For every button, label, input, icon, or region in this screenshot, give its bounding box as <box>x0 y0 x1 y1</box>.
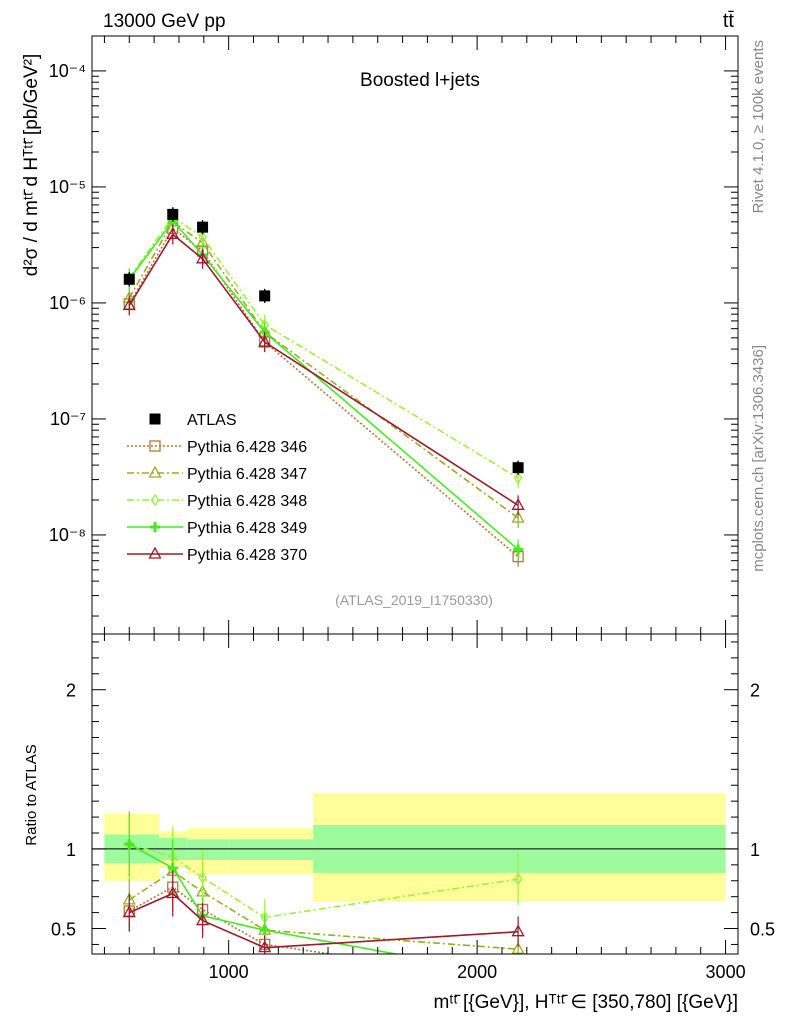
ratio-point <box>198 871 207 884</box>
ratio-panel: 1000 2000 3000 0.5 0.5 1 1 2 2 Ratio to ATLAS mᵗ… <box>23 633 775 1013</box>
ratio-line <box>128 870 519 951</box>
y-tick-label: 10⁻⁸ <box>49 525 86 545</box>
ratio-point <box>513 976 523 986</box>
ratio-y-tick-label: 2 <box>66 681 76 701</box>
y-tick-label: 10⁻⁴ <box>49 61 86 81</box>
legend-label: ATLAS <box>187 412 237 429</box>
x-tick-label: 1000 <box>209 962 249 982</box>
mcplots-label: mcplots.cern.ch [arXiv:1306.3436] <box>750 345 767 572</box>
ratio-y-tick-label: 1 <box>66 840 76 860</box>
ratio-y-tick-label: 1 <box>750 840 760 860</box>
legend-entry: Pythia 6.428 346 <box>127 439 307 456</box>
ratio-y-tick-label: 2 <box>750 681 760 701</box>
legend-marker <box>149 440 161 452</box>
y-tick-label: 10⁻⁶ <box>49 293 86 313</box>
ratio-y-tick-label: 0.5 <box>51 920 76 940</box>
ratio-plot-frame <box>91 633 739 955</box>
legend-label: Pythia 6.428 346 <box>187 439 307 456</box>
y-tick-label: 10⁻⁷ <box>50 409 86 429</box>
data-point <box>197 221 209 233</box>
main-series <box>122 207 525 567</box>
ratio-point <box>166 886 180 899</box>
x-axis-label: mᵗᵗ̄ [{GeV}], Hᵀᵗᵗ̄ ∈ [350,780] [{GeV}] <box>434 992 738 1013</box>
main-y-ticks: 10⁻⁸ 10⁻⁷ 10⁻⁶ 10⁻⁵ 10⁻⁴ <box>49 35 738 617</box>
series-point <box>511 497 525 510</box>
series-point <box>166 227 180 240</box>
collision-energy-label: 13000 GeV pp <box>103 11 226 32</box>
legend-label: Pythia 6.428 349 <box>187 520 307 537</box>
legend-marker <box>148 546 162 559</box>
stat-uncertainty-band <box>228 839 314 861</box>
y-axis-label: d²σ / d mᵗᵗ̄ d Hᵀᵗᵗ̄ [pb/GeV²] <box>21 54 42 277</box>
data-point <box>512 462 524 474</box>
x-tick-label: 3000 <box>706 962 746 982</box>
analysis-watermark: (ATLAS_2019_I1750330) <box>335 592 493 608</box>
legend-label: Pythia 6.428 370 <box>187 547 307 564</box>
legend-entry: Pythia 6.428 349 <box>127 520 307 537</box>
ratio-point <box>513 873 523 886</box>
legend: ATLAS Pythia 6.428 346 Pythia 6.428 347 Pyt… <box>127 412 307 564</box>
data-point <box>123 273 135 285</box>
ratio-point <box>195 913 210 926</box>
data-point <box>167 208 179 220</box>
ratio-point <box>258 940 272 953</box>
legend-marker <box>150 493 160 507</box>
ratio-line <box>128 886 337 954</box>
data-point <box>259 290 271 302</box>
ratio-y-axis-label: Ratio to ATLAS <box>23 744 40 845</box>
uncertainty-bands <box>104 793 726 902</box>
rivet-version-label: Rivet 4.1.0, ≥ 100k events <box>750 40 767 213</box>
ratio-point <box>511 924 525 937</box>
legend-entry: Pythia 6.428 348 <box>127 493 307 510</box>
series-point <box>513 471 523 485</box>
main-x-ticks <box>103 36 727 634</box>
ratio-point <box>122 905 136 918</box>
series-point <box>198 230 207 244</box>
legend-label: Pythia 6.428 348 <box>187 493 307 510</box>
stat-uncertainty-band <box>187 839 229 861</box>
legend-marker <box>149 413 161 425</box>
legend-label: Pythia 6.428 347 <box>187 466 307 483</box>
ratio-y-tick-label: 0.5 <box>750 920 775 940</box>
series-line <box>128 233 519 507</box>
series-point <box>258 334 272 347</box>
main-plot-frame <box>91 35 739 635</box>
series-point <box>122 298 136 311</box>
atlas-data-points <box>123 207 524 475</box>
ratio-line <box>128 892 519 949</box>
legend-entry: Pythia 6.428 347 <box>127 465 307 483</box>
legend-marker <box>148 465 162 478</box>
main-panel: Boosted l+jets (ATLAS_2019_I1750330) d²σ… <box>21 35 739 635</box>
legend-entry: Pythia 6.428 370 <box>127 546 307 564</box>
series-point <box>195 251 210 264</box>
y-tick-label: 10⁻⁵ <box>49 177 86 197</box>
ratio-point <box>511 941 525 954</box>
plot-title: Boosted l+jets <box>360 70 480 91</box>
x-tick-label: 2000 <box>457 962 497 982</box>
ratio-series <box>122 811 525 986</box>
legend-entry-atlas: ATLAS <box>149 412 237 429</box>
process-label: tt̄ <box>723 10 735 32</box>
series-point <box>511 510 525 523</box>
ratio-ticks: 1000 2000 3000 0.5 0.5 1 1 2 2 <box>51 634 775 982</box>
